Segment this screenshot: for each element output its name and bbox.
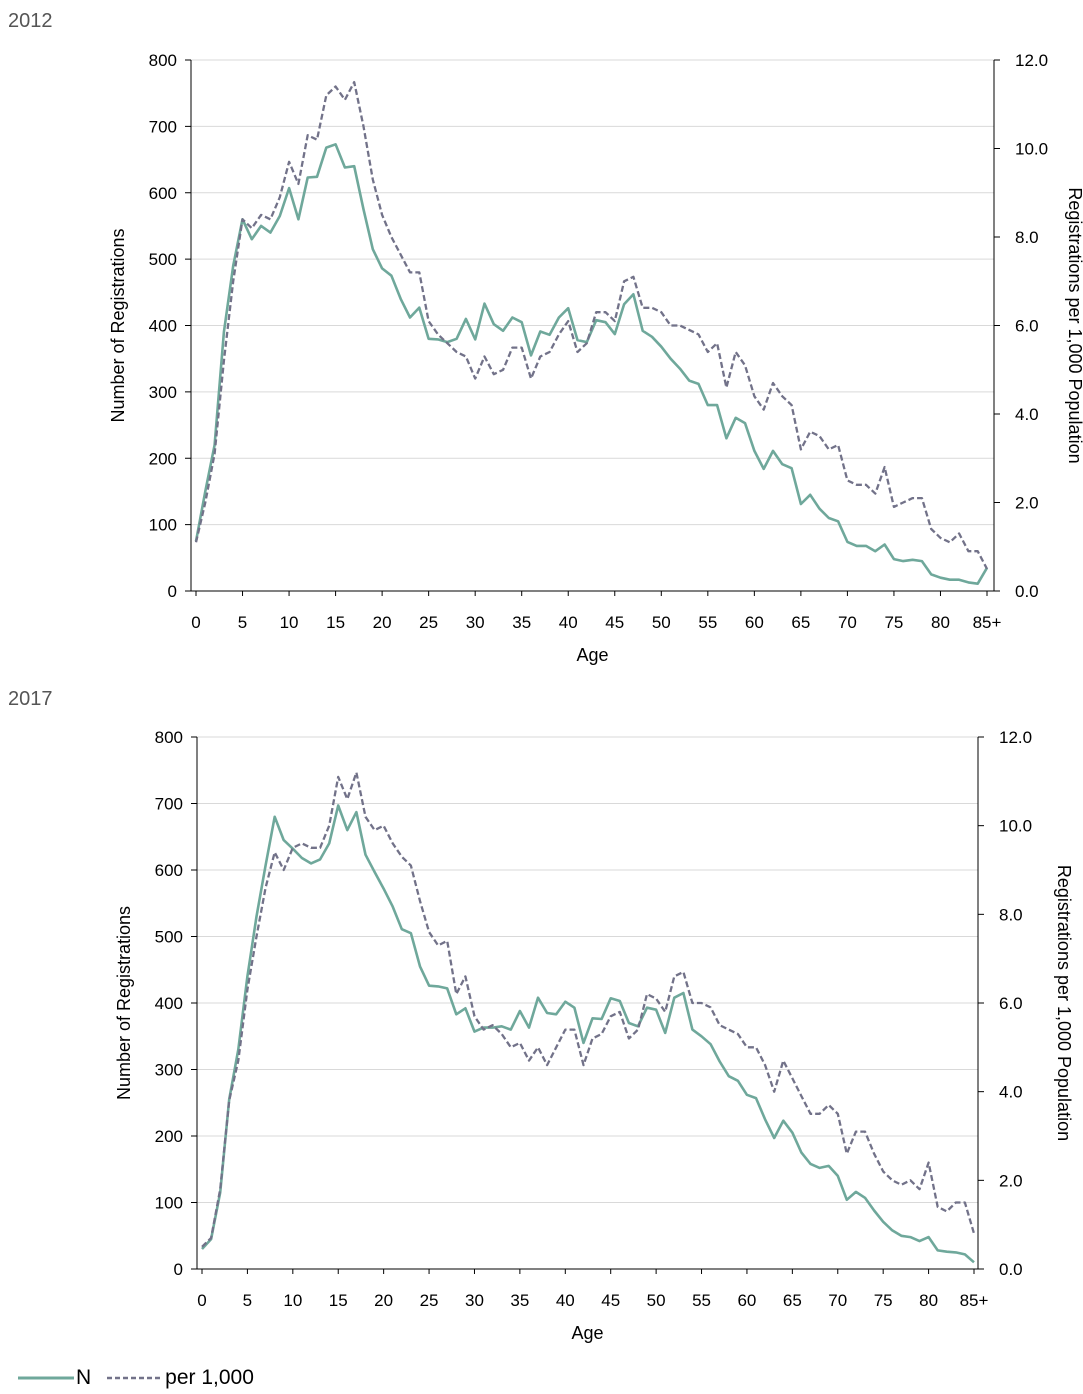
chart-title-2017: 2017 bbox=[8, 688, 53, 710]
y2-tick-label: 10.0 bbox=[999, 817, 1032, 836]
x-tick-label: 20 bbox=[374, 1291, 393, 1310]
y-tick-label: 100 bbox=[155, 1194, 183, 1213]
y-tick-label: 700 bbox=[149, 117, 177, 136]
legend-item-per1000: per 1,000 bbox=[107, 1366, 254, 1390]
x-tick-label: 55 bbox=[692, 1291, 711, 1310]
y2-tick-label: 8.0 bbox=[1015, 228, 1039, 247]
y2-axis-label: Registrations per 1,000 Population bbox=[1054, 865, 1074, 1141]
chart-title-2012: 2012 bbox=[8, 10, 53, 32]
x-tick-label: 50 bbox=[652, 613, 671, 632]
legend-swatch-per1000 bbox=[107, 1376, 164, 1380]
y-tick-label: 800 bbox=[155, 728, 183, 747]
x-tick-label: 70 bbox=[838, 613, 857, 632]
x-tick-label: 40 bbox=[559, 613, 578, 632]
y2-tick-label: 0.0 bbox=[1015, 582, 1039, 601]
y-tick-label: 600 bbox=[149, 184, 177, 203]
chart-2012: 01002003004005006007008000.02.04.06.08.0… bbox=[108, 51, 1083, 665]
y-tick-label: 500 bbox=[149, 250, 177, 269]
legend: N per 1,000 bbox=[18, 1364, 270, 1392]
y2-tick-label: 6.0 bbox=[999, 994, 1023, 1013]
x-tick-label: 45 bbox=[601, 1291, 620, 1310]
y2-tick-label: 4.0 bbox=[1015, 405, 1039, 424]
y-axis-label: Number of Registrations bbox=[114, 906, 134, 1100]
legend-label-per1000: per 1,000 bbox=[165, 1366, 254, 1389]
x-tick-label: 60 bbox=[737, 1291, 756, 1310]
x-tick-label: 75 bbox=[874, 1291, 893, 1310]
legend-item-n: N bbox=[18, 1366, 91, 1390]
x-tick-label: 85+ bbox=[960, 1291, 989, 1310]
x-tick-label: 65 bbox=[783, 1291, 802, 1310]
y2-tick-label: 2.0 bbox=[1015, 494, 1039, 513]
y-axis-label: Number of Registrations bbox=[108, 228, 128, 422]
x-tick-label: 25 bbox=[420, 1291, 439, 1310]
x-tick-label: 80 bbox=[919, 1291, 938, 1310]
x-tick-label: 0 bbox=[197, 1291, 206, 1310]
y2-tick-label: 12.0 bbox=[1015, 51, 1048, 70]
x-tick-label: 25 bbox=[419, 613, 438, 632]
x-tick-label: 5 bbox=[243, 1291, 252, 1310]
y-tick-label: 700 bbox=[155, 795, 183, 814]
x-tick-label: 0 bbox=[191, 613, 200, 632]
x-tick-label: 15 bbox=[326, 613, 345, 632]
x-tick-label: 75 bbox=[884, 613, 903, 632]
y2-tick-label: 12.0 bbox=[999, 728, 1032, 747]
x-tick-label: 70 bbox=[828, 1291, 847, 1310]
x-tick-label: 40 bbox=[556, 1291, 575, 1310]
x-tick-label: 60 bbox=[745, 613, 764, 632]
y-tick-label: 0 bbox=[168, 582, 177, 601]
y-tick-label: 400 bbox=[155, 994, 183, 1013]
y2-axis-label: Registrations per 1,000 Population bbox=[1065, 187, 1083, 463]
y2-tick-label: 2.0 bbox=[999, 1171, 1023, 1190]
y-tick-label: 800 bbox=[149, 51, 177, 70]
series-line-per1000 bbox=[194, 80, 989, 570]
x-tick-label: 85+ bbox=[973, 613, 1002, 632]
y2-tick-label: 4.0 bbox=[999, 1083, 1023, 1102]
y-tick-label: 500 bbox=[155, 928, 183, 947]
series-line-n bbox=[201, 804, 975, 1264]
y2-tick-label: 6.0 bbox=[1015, 317, 1039, 336]
y-tick-label: 300 bbox=[149, 383, 177, 402]
x-tick-label: 35 bbox=[512, 613, 531, 632]
y2-tick-label: 10.0 bbox=[1015, 140, 1048, 159]
x-tick-label: 55 bbox=[698, 613, 717, 632]
x-tick-label: 45 bbox=[605, 613, 624, 632]
x-tick-label: 5 bbox=[238, 613, 247, 632]
y-tick-label: 100 bbox=[149, 516, 177, 535]
x-tick-label: 30 bbox=[466, 613, 485, 632]
y2-tick-label: 0.0 bbox=[999, 1260, 1023, 1279]
x-tick-label: 20 bbox=[373, 613, 392, 632]
x-axis-label: Age bbox=[576, 645, 608, 665]
y-tick-label: 200 bbox=[155, 1127, 183, 1146]
series-line-per1000 bbox=[201, 771, 976, 1248]
x-tick-label: 15 bbox=[329, 1291, 348, 1310]
y2-tick-label: 8.0 bbox=[999, 905, 1023, 924]
x-tick-label: 35 bbox=[510, 1291, 529, 1310]
y-tick-label: 300 bbox=[155, 1061, 183, 1080]
x-tick-label: 50 bbox=[647, 1291, 666, 1310]
x-tick-label: 10 bbox=[283, 1291, 302, 1310]
y-tick-label: 400 bbox=[149, 317, 177, 336]
legend-swatch-n bbox=[18, 1376, 74, 1380]
legend-label-n: N bbox=[76, 1366, 92, 1389]
x-tick-label: 10 bbox=[280, 613, 299, 632]
y-tick-label: 600 bbox=[155, 861, 183, 880]
y-tick-label: 0 bbox=[174, 1260, 183, 1279]
x-tick-label: 30 bbox=[465, 1291, 484, 1310]
x-tick-label: 80 bbox=[931, 613, 950, 632]
y-tick-label: 200 bbox=[149, 449, 177, 468]
chart-2017: 01002003004005006007008000.02.04.06.08.0… bbox=[114, 728, 1074, 1343]
x-axis-label: Age bbox=[571, 1323, 603, 1343]
x-tick-label: 65 bbox=[791, 613, 810, 632]
